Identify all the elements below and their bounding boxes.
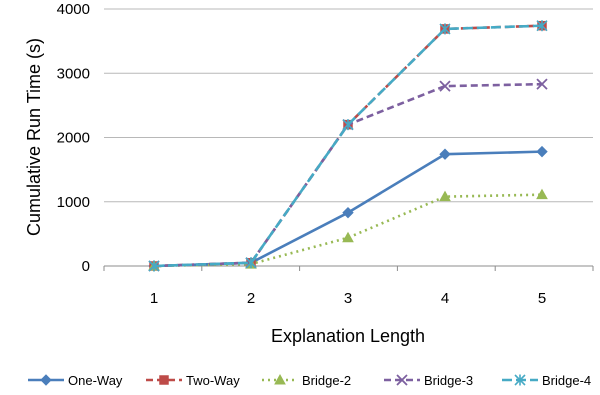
- legend-item-one-way: One-Way: [28, 373, 123, 388]
- legend-marker: [396, 374, 408, 386]
- legend-label: One-Way: [68, 373, 123, 388]
- series-bridge-4: [148, 20, 548, 272]
- legend-item-bridge-2: Bridge-2: [262, 373, 351, 388]
- data-point: [148, 260, 160, 272]
- legend-item-two-way: Two-Way: [146, 373, 240, 388]
- series-lines: [148, 20, 548, 272]
- legend-item-bridge-4: Bridge-4: [502, 373, 591, 388]
- legend-marker: [159, 375, 169, 385]
- series-one-way: [148, 145, 548, 272]
- x-tick-label: 4: [441, 290, 449, 307]
- legend-marker: [274, 373, 286, 385]
- axis-labels: Explanation Length Cumulative Run Time (…: [24, 38, 425, 346]
- data-point: [245, 257, 257, 269]
- y-tick-label: 0: [82, 258, 90, 275]
- data-point: [439, 23, 451, 35]
- legend-marker: [40, 374, 52, 386]
- data-point: [536, 20, 548, 32]
- y-tick-label: 2000: [57, 130, 90, 147]
- y-tick-label: 4000: [57, 1, 90, 18]
- legend-item-bridge-3: Bridge-3: [384, 373, 473, 388]
- gridlines: [104, 8, 593, 203]
- legend-marker: [514, 374, 526, 386]
- data-point: [536, 78, 548, 90]
- axes: 0 1000 2000 3000 4000 1 2 3 4 5: [57, 1, 594, 307]
- x-tick-label: 5: [538, 290, 546, 307]
- x-axis-title: Explanation Length: [271, 326, 425, 346]
- legend: One-Way Two-Way Bridge-2 Bridge-3 Bridge-4: [28, 373, 591, 388]
- x-tick-label: 1: [150, 290, 158, 307]
- x-tick-label: 2: [247, 290, 255, 307]
- data-point: [342, 231, 354, 243]
- data-point: [536, 188, 548, 200]
- x-tick-label: 3: [344, 290, 352, 307]
- data-point: [439, 190, 451, 202]
- data-point: [342, 119, 354, 131]
- y-tick-label: 3000: [57, 65, 90, 82]
- legend-label: Bridge-2: [302, 373, 351, 388]
- data-point: [342, 206, 354, 219]
- data-point: [536, 145, 548, 158]
- legend-label: Bridge-3: [424, 373, 473, 388]
- series-line-bridge-2: [153, 193, 543, 268]
- y-tick-label: 1000: [57, 194, 90, 211]
- legend-label: Two-Way: [186, 373, 240, 388]
- series-line-two-way: [153, 24, 543, 268]
- legend-label: Bridge-4: [542, 373, 591, 388]
- series-line-bridge-4: [153, 24, 543, 268]
- y-axis-title: Cumulative Run Time (s): [24, 38, 44, 236]
- data-point: [439, 80, 451, 92]
- data-point: [439, 148, 451, 160]
